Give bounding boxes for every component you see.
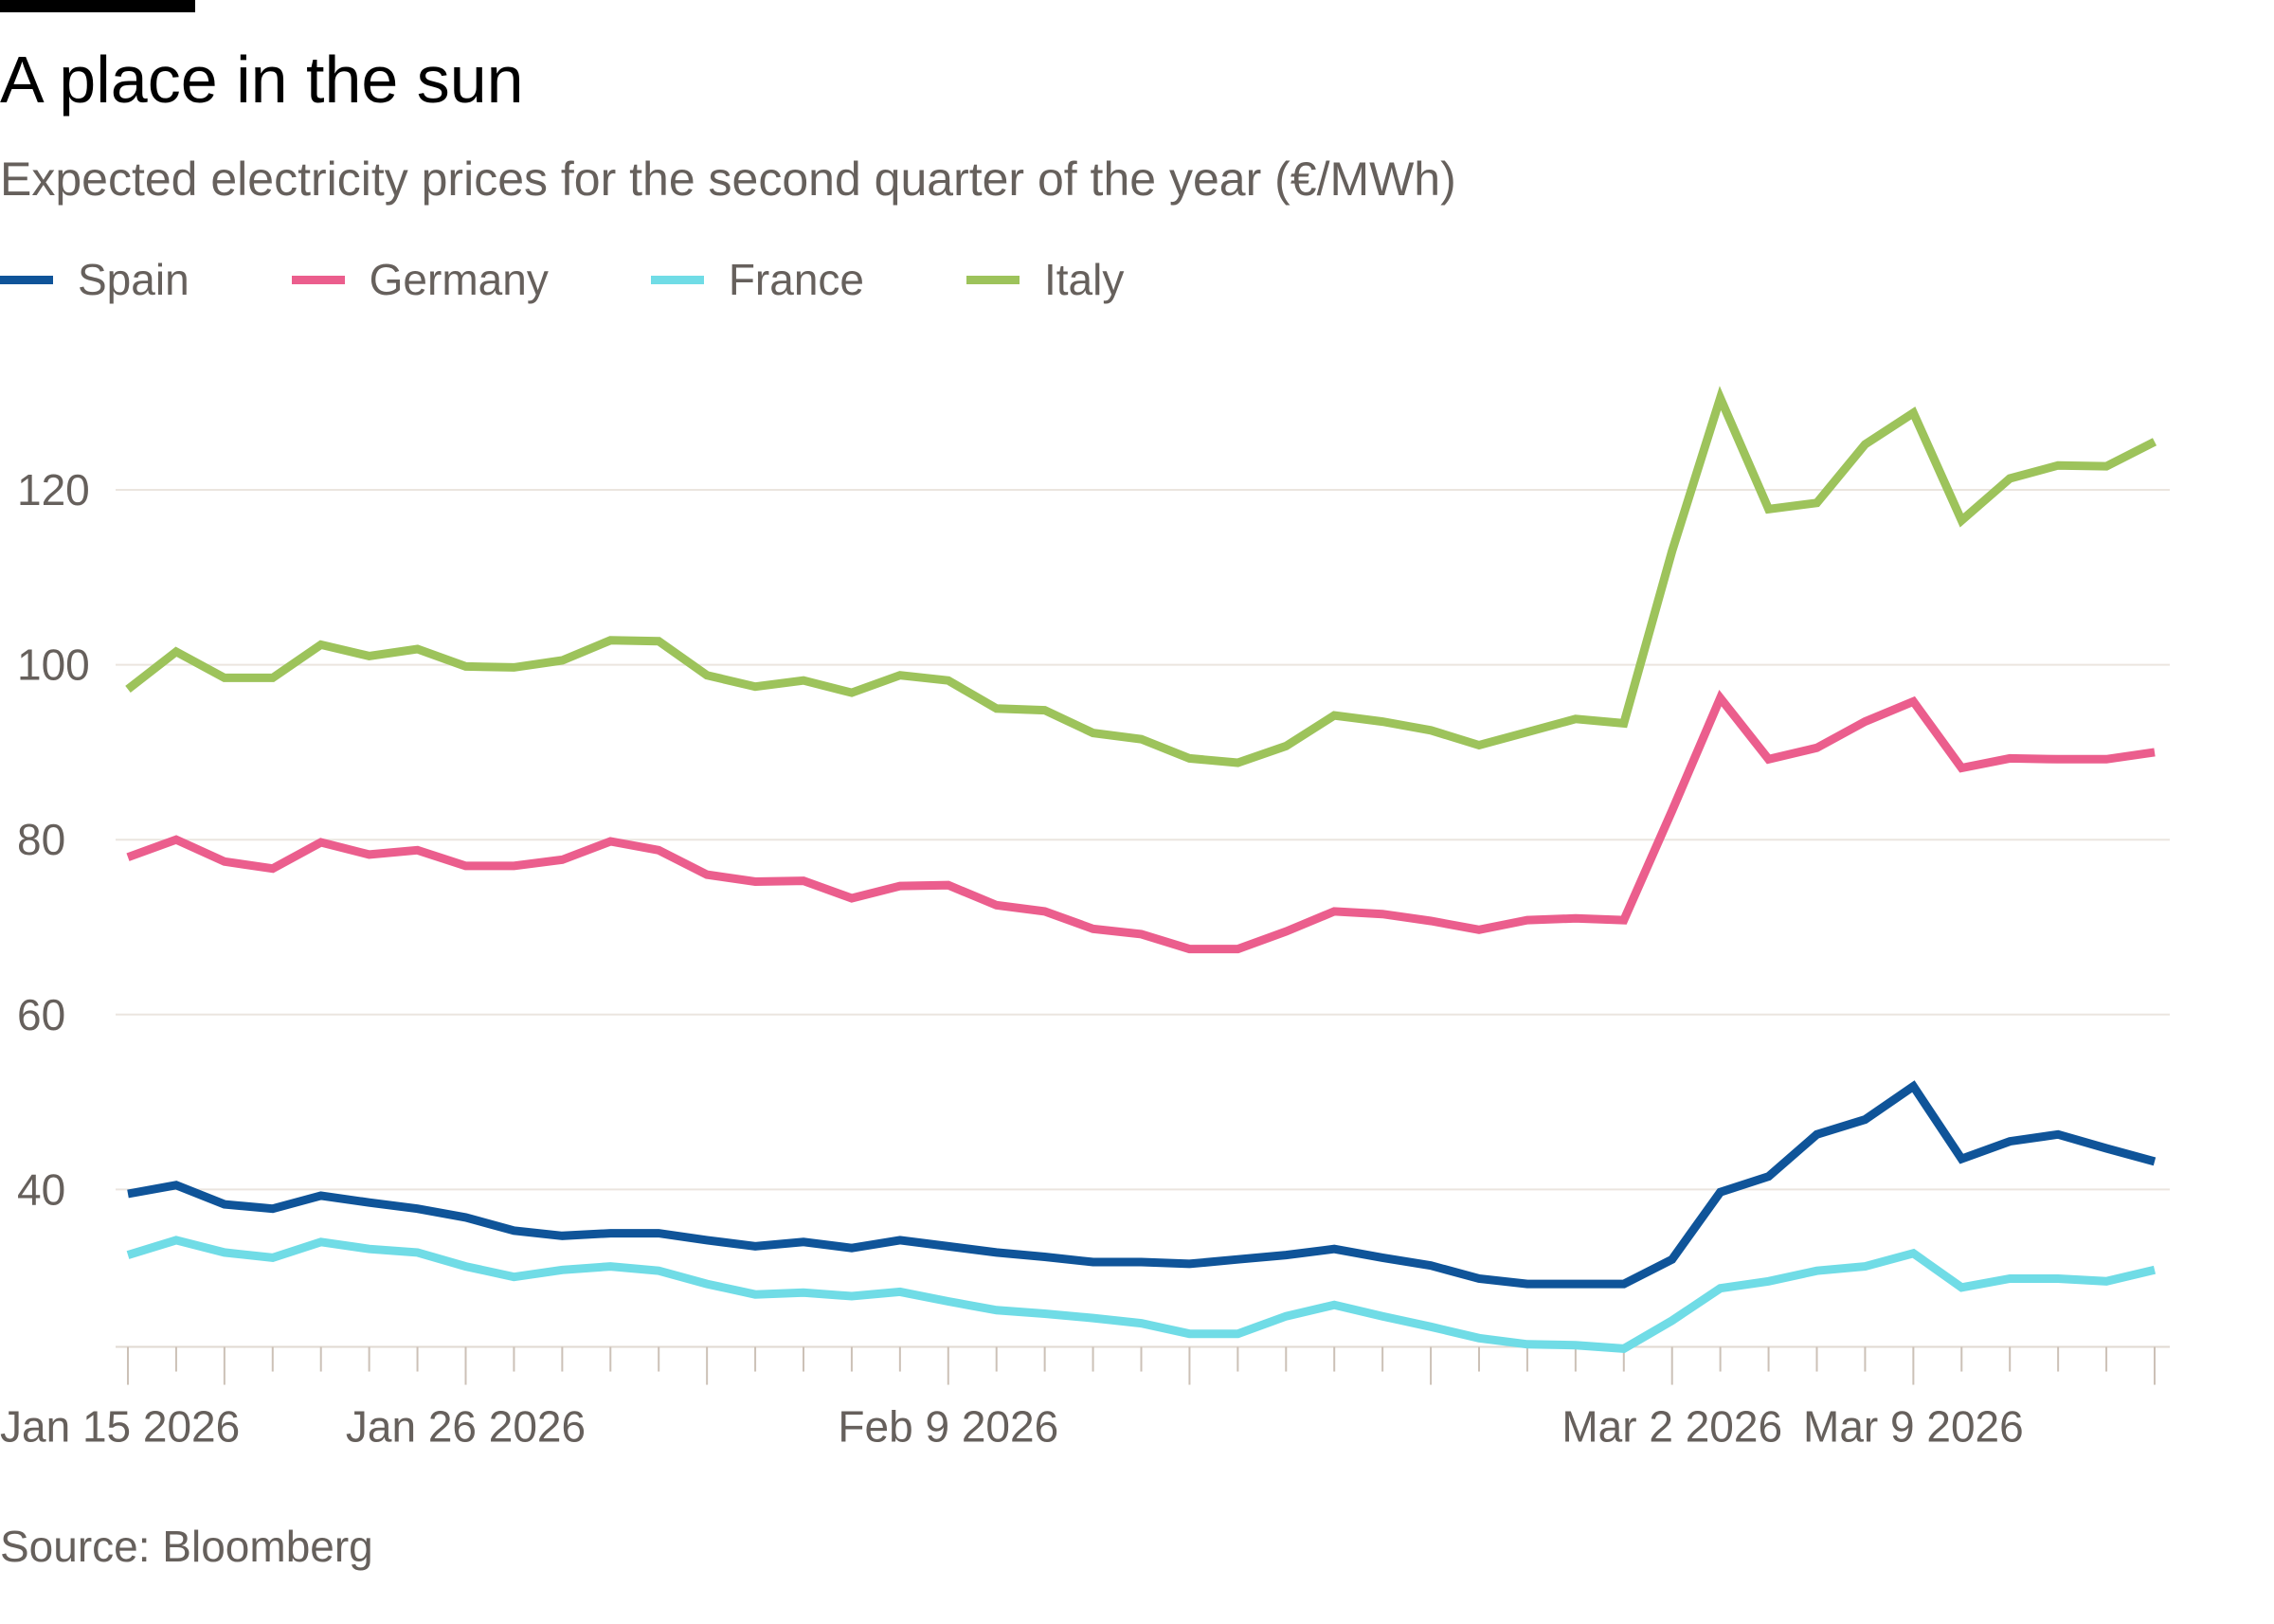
chart-title: A place in the sun [0, 43, 524, 117]
y-tick-label: 80 [17, 815, 65, 864]
legend-item-spain: Spain [0, 254, 190, 305]
brand-bar [0, 0, 195, 12]
legend: Spain Germany France Italy [0, 254, 1226, 305]
y-tick-label: 120 [17, 465, 90, 514]
legend-label: Spain [78, 255, 190, 304]
series-line-germany [126, 689, 2156, 954]
legend-swatch [291, 275, 345, 284]
x-tick-label: Feb 9 2026 [838, 1402, 1058, 1452]
legend-label: Italy [1044, 255, 1125, 304]
source-note: Source: Bloomberg [0, 1522, 373, 1571]
x-tick-label: Mar 9 2026 [1803, 1402, 2024, 1452]
legend-item-italy: Italy [966, 254, 1124, 305]
legend-label: Germany [369, 255, 549, 304]
y-tick-label: 60 [17, 990, 65, 1039]
legend-swatch [966, 275, 1020, 284]
legend-label: France [728, 255, 864, 304]
series-line-italy [125, 386, 2157, 767]
x-tick-label: Mar 2 2026 [1561, 1402, 1782, 1452]
y-tick-label: 100 [17, 641, 90, 690]
x-tick-label: Jan 26 2026 [346, 1402, 586, 1452]
legend-item-germany: Germany [291, 254, 549, 305]
y-tick-label: 40 [17, 1164, 65, 1214]
chart-subtitle: Expected electricity prices for the seco… [0, 153, 1456, 206]
series-line-spain [127, 1080, 2157, 1289]
legend-swatch [650, 275, 704, 284]
series-line-france [126, 1236, 2157, 1353]
x-tick-label: Jan 15 2026 [0, 1402, 240, 1452]
legend-item-france: France [650, 254, 864, 305]
legend-swatch [0, 275, 53, 284]
